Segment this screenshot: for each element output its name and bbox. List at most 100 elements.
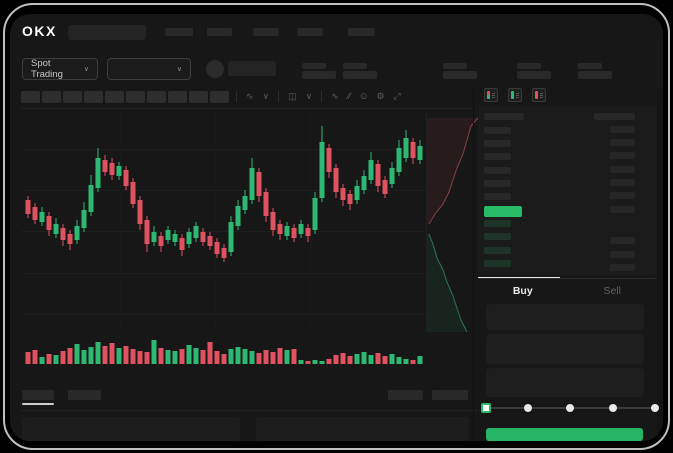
bottom-tab-inactive[interactable] xyxy=(68,390,101,400)
submit-buy-button[interactable] xyxy=(486,428,643,441)
orderbook-view-toggles xyxy=(484,88,546,102)
indicators-icon[interactable]: ∿ xyxy=(246,90,254,101)
stat-value-skeleton xyxy=(443,71,477,79)
gridline xyxy=(21,231,426,232)
asks-segment xyxy=(535,91,538,99)
chart-toolbar-icons: ∿ ∨ ◫ ∨ ∿ ∕∕ ⊙ ⚙ ⤢ xyxy=(236,88,401,104)
toolbar-tab-skeleton[interactable] xyxy=(147,91,166,103)
bid-amount-skeleton xyxy=(610,264,635,271)
toolbar-tab-skeleton[interactable] xyxy=(189,91,208,103)
stat-label-skeleton xyxy=(343,63,367,69)
market-type-label: Spot Trading xyxy=(31,58,63,80)
skeleton-bar xyxy=(253,28,279,36)
divider xyxy=(236,90,237,102)
ask-amount-skeleton xyxy=(610,152,635,159)
chart-toolbar-tabs[interactable] xyxy=(21,90,229,104)
book-asks-icon[interactable] xyxy=(532,88,546,102)
chevron-down-icon: ∨ xyxy=(176,66,182,73)
pair-selector-dropdown[interactable]: ∨ xyxy=(107,58,191,80)
settings-icon[interactable]: ⚙ xyxy=(376,90,385,101)
toolbar-tab-skeleton[interactable] xyxy=(168,91,187,103)
stat-value-skeleton xyxy=(343,71,377,79)
bottom-content-panel xyxy=(256,417,469,441)
toolbar-tab-skeleton[interactable] xyxy=(21,91,40,103)
bid-price-skeleton xyxy=(484,233,511,240)
ask-price-skeleton xyxy=(484,167,511,174)
trading-app-window: OKX Spot Trading ∨ ∨ ∿ ∨ ◫ ∨ ∿ ∕∕ ⊙ ⚙ ⤢ xyxy=(10,14,663,441)
stat-value-skeleton xyxy=(517,71,551,79)
bottom-action-button[interactable] xyxy=(388,390,423,400)
interval-chevron-icon[interactable]: ∨ xyxy=(262,90,270,101)
toolbar-tab-skeleton[interactable] xyxy=(63,91,82,103)
stat-value-skeleton xyxy=(578,71,612,79)
style-chevron-icon[interactable]: ∨ xyxy=(305,90,313,101)
market-type-selector[interactable]: Spot Trading ∨ xyxy=(22,58,98,80)
bid-price-skeleton xyxy=(484,220,511,227)
divider xyxy=(21,410,480,411)
slider-handle[interactable] xyxy=(481,403,491,413)
candlestick-chart[interactable] xyxy=(21,112,426,332)
depth-overlay xyxy=(426,112,479,333)
book-lines xyxy=(516,92,519,98)
ask-amount-skeleton xyxy=(610,192,635,199)
order-input-field-2[interactable] xyxy=(486,334,644,364)
draw-tool-icon[interactable]: ∕∕ xyxy=(347,91,351,101)
order-input-field-1[interactable] xyxy=(486,304,644,330)
ask-price-skeleton xyxy=(484,127,511,134)
stat-value-skeleton xyxy=(302,71,336,79)
stat-label-skeleton xyxy=(578,63,602,69)
skeleton-bar xyxy=(165,28,193,36)
divider xyxy=(473,88,474,441)
chevron-down-icon: ∨ xyxy=(83,66,89,73)
volume-histogram xyxy=(21,338,426,364)
candles-layer xyxy=(25,126,423,262)
candle-style-icon[interactable]: ◫ xyxy=(288,90,297,101)
order-input-field-3[interactable] xyxy=(486,368,644,397)
toolbar-tab-skeleton[interactable] xyxy=(210,91,229,103)
book-both-icon[interactable] xyxy=(484,88,498,102)
book-lines xyxy=(540,92,543,98)
ask-price-skeleton xyxy=(484,153,511,160)
slider-stop[interactable] xyxy=(566,404,574,412)
bid-price-skeleton xyxy=(484,260,511,267)
camera-icon[interactable]: ⊙ xyxy=(359,90,368,101)
bid-amount-skeleton xyxy=(610,237,635,244)
toolbar-tab-skeleton[interactable] xyxy=(42,91,61,103)
skeleton-bar xyxy=(207,28,232,36)
toolbar-tab-skeleton[interactable] xyxy=(105,91,124,103)
gridline xyxy=(120,112,121,332)
skeleton-bar xyxy=(297,28,323,36)
gridline xyxy=(21,190,426,191)
slider-stop[interactable] xyxy=(524,404,532,412)
fullscreen-icon[interactable]: ⤢ xyxy=(393,90,401,101)
book-bids-icon[interactable] xyxy=(508,88,522,102)
bids-segment xyxy=(487,95,490,99)
divider xyxy=(321,90,323,102)
slider-stop[interactable] xyxy=(609,404,617,412)
ask-amount-skeleton xyxy=(610,166,635,173)
bottom-tab-active[interactable] xyxy=(22,390,54,400)
gridline xyxy=(21,314,426,315)
okx-logo: OKX xyxy=(22,23,57,39)
toolbar-tab-skeleton[interactable] xyxy=(84,91,103,103)
toolbar-tab-skeleton[interactable] xyxy=(126,91,145,103)
ask-price-skeleton xyxy=(484,140,511,147)
line-tool-icon[interactable]: ∿ xyxy=(331,90,339,101)
tab-sell[interactable]: Sell xyxy=(603,285,621,297)
bottom-action-button[interactable] xyxy=(432,390,468,400)
book-asks-bar xyxy=(535,91,538,99)
sidebar-scrollbar[interactable] xyxy=(657,88,663,441)
slider-stop[interactable] xyxy=(651,404,659,412)
skeleton-bar xyxy=(68,25,146,40)
side-tabs: Buy Sell xyxy=(478,278,657,303)
volume-bars-layer xyxy=(25,340,423,364)
stat-label-skeleton xyxy=(302,63,326,69)
bottom-content-panel xyxy=(22,417,240,441)
tab-buy[interactable]: Buy xyxy=(512,285,533,297)
orderbook-column-header xyxy=(484,113,524,120)
bids-segment xyxy=(511,91,514,99)
last-price-badge[interactable] xyxy=(484,206,522,217)
gridline xyxy=(215,112,216,332)
stat-label-skeleton xyxy=(443,63,467,69)
